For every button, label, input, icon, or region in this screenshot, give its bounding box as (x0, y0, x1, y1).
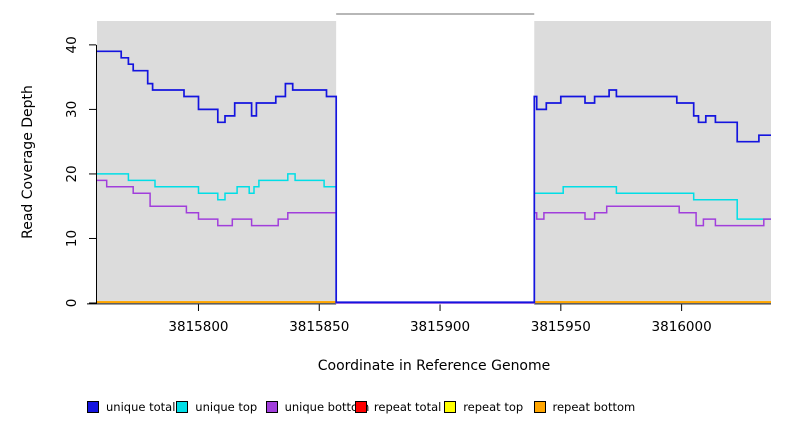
unique-top-swatch-icon (176, 401, 189, 413)
repeat-bottom-swatch-icon (533, 401, 546, 413)
y-tick-label: 20 (64, 165, 80, 182)
unique-total-swatch-icon (87, 401, 99, 413)
y-tick-label: 0 (64, 299, 80, 308)
x-tick-label: 3815800 (168, 319, 228, 335)
repeat-total-swatch-icon (354, 401, 367, 413)
legend-label: repeat bottom (552, 400, 636, 414)
legend-item-repeat-bottom: repeat bottom (533, 400, 636, 414)
legend-item-repeat-total: repeat total (354, 400, 442, 414)
gap-region (336, 14, 535, 305)
legend-label: unique bottom (284, 400, 370, 414)
x-axis-title: Coordinate in Reference Genome (317, 358, 551, 374)
legend-label: repeat total (373, 400, 442, 414)
legend-item-unique-bottom: unique bottom (265, 400, 370, 414)
legend-item-unique-total: unique total (87, 400, 175, 414)
y-axis-title: Read Coverage Depth (20, 85, 36, 239)
x-tick-label: 3815850 (289, 319, 349, 335)
legend-item-repeat-top: repeat top (444, 400, 523, 414)
legend-label: repeat top (463, 400, 524, 414)
unique-bottom-swatch-icon (265, 401, 278, 413)
y-tick-label: 40 (64, 36, 80, 53)
legend-label: unique total (106, 400, 176, 414)
x-tick-label: 3815900 (410, 319, 470, 335)
series-line-unique-top (97, 173, 771, 304)
legend-item-unique-top: unique top (176, 400, 257, 414)
y-tick-label: 30 (64, 101, 80, 118)
y-tick-label: 10 (64, 230, 80, 247)
x-tick-label: 3815950 (531, 319, 591, 335)
series-line-unique-total (97, 50, 771, 304)
legend-label: unique top (195, 400, 258, 414)
repeat-top-swatch-icon (444, 401, 457, 413)
x-tick-label: 3816000 (652, 319, 712, 335)
